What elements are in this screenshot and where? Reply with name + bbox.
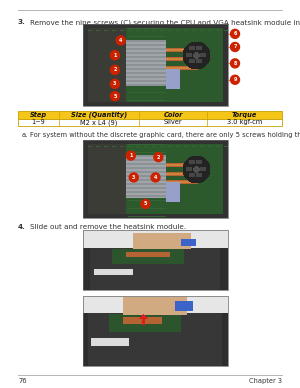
Circle shape	[151, 173, 160, 182]
Text: 5: 5	[144, 201, 147, 206]
Text: 3.0 kgf-cm: 3.0 kgf-cm	[227, 119, 262, 125]
Text: Step: Step	[30, 112, 47, 118]
Text: 4.: 4.	[18, 224, 26, 230]
Circle shape	[230, 29, 239, 38]
Text: 7: 7	[233, 45, 237, 49]
Circle shape	[110, 51, 119, 60]
Bar	[18, 118, 282, 126]
Circle shape	[110, 80, 119, 88]
Text: 2: 2	[113, 68, 117, 73]
Text: 3.: 3.	[18, 19, 26, 25]
Text: a.: a.	[22, 132, 28, 138]
Text: Color: Color	[164, 112, 183, 118]
Circle shape	[230, 75, 239, 84]
Text: 1: 1	[113, 53, 117, 58]
Bar	[18, 111, 282, 118]
Bar	[83, 296, 228, 366]
Circle shape	[230, 59, 239, 68]
Text: Torque: Torque	[232, 112, 257, 118]
Text: 6: 6	[233, 31, 237, 36]
Text: Slide out and remove the heatsink module.: Slide out and remove the heatsink module…	[30, 224, 186, 230]
Text: Silver: Silver	[164, 119, 182, 125]
Text: 2: 2	[157, 155, 160, 159]
Text: 8: 8	[233, 61, 237, 66]
Text: 3: 3	[132, 175, 135, 180]
Text: Remove the nine screws (C) securing the CPU and VGA heatsink module in place.: Remove the nine screws (C) securing the …	[30, 19, 300, 26]
Text: Chapter 3: Chapter 3	[249, 378, 282, 384]
Text: 76: 76	[18, 378, 26, 384]
Circle shape	[110, 92, 119, 100]
Circle shape	[230, 42, 239, 52]
Circle shape	[129, 173, 138, 182]
Text: 5: 5	[113, 94, 117, 99]
Text: 1~9: 1~9	[32, 119, 45, 125]
Text: Size (Quantity): Size (Quantity)	[71, 111, 127, 118]
Bar	[83, 230, 228, 290]
Text: 3: 3	[113, 81, 117, 87]
Circle shape	[154, 152, 163, 162]
Text: 1: 1	[129, 153, 133, 158]
Circle shape	[110, 66, 119, 74]
Bar	[83, 24, 228, 106]
Text: 9: 9	[233, 77, 237, 82]
Bar	[83, 140, 228, 218]
Text: 4: 4	[154, 175, 157, 180]
Circle shape	[116, 36, 125, 45]
Circle shape	[126, 151, 135, 160]
Text: M2 x L4 (9): M2 x L4 (9)	[80, 119, 118, 125]
Circle shape	[141, 199, 150, 208]
Text: 4: 4	[119, 38, 122, 43]
Text: For system without the discrete graphic card, there are only 5 screws holding th: For system without the discrete graphic …	[30, 132, 300, 138]
